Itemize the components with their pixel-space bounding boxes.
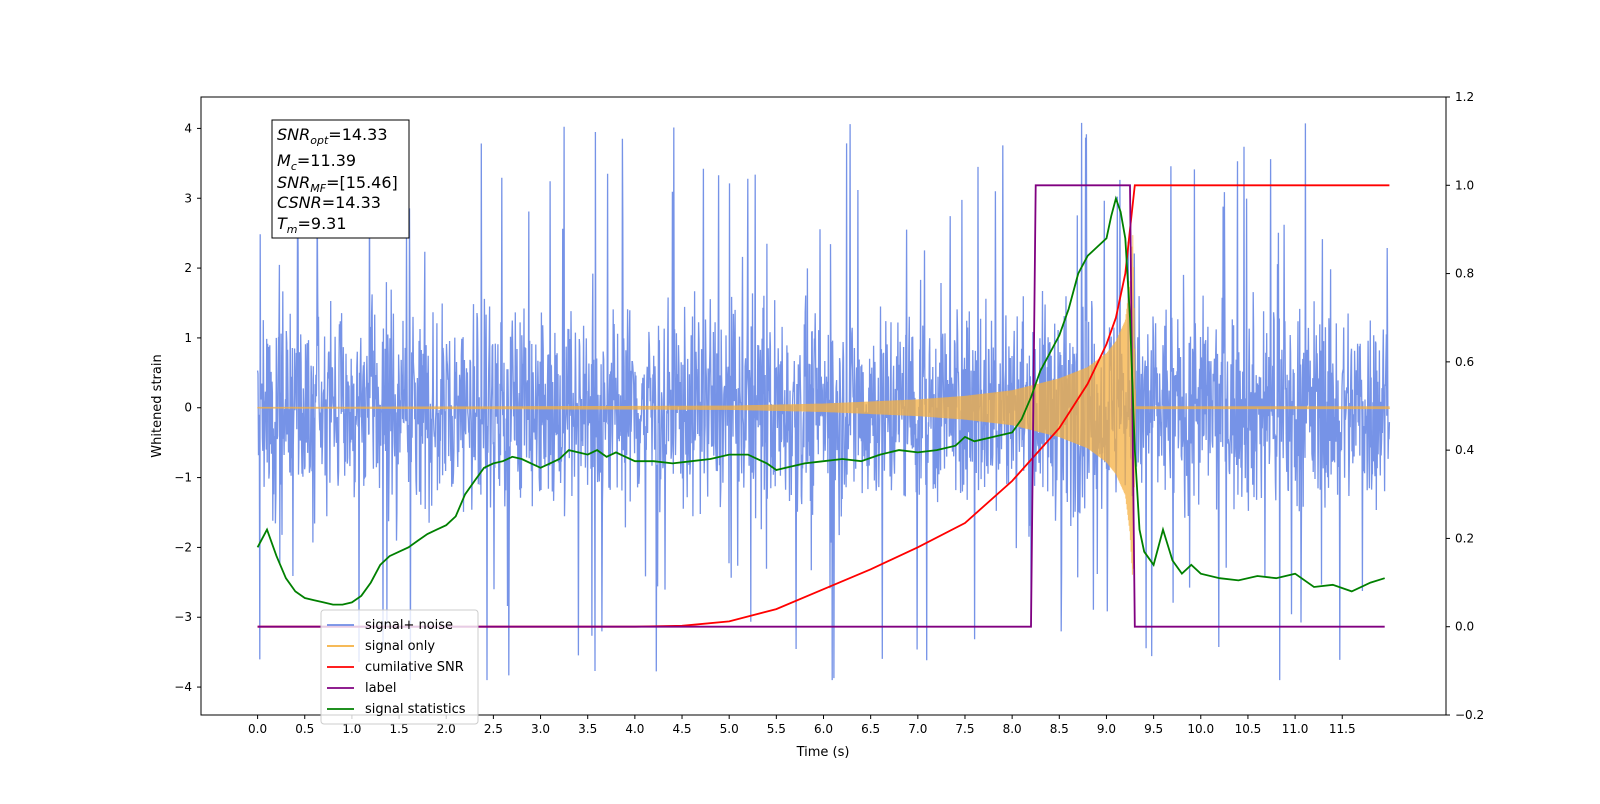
annotation-mc: Mc=11.39 <box>277 151 356 173</box>
x-tick-label: 3.5 <box>578 722 597 736</box>
x-tick-label: 8.5 <box>1050 722 1069 736</box>
series-signal-only <box>257 235 1390 575</box>
legend-label: signal statistics <box>365 702 466 717</box>
annotation-snr-opt: SNRopt=14.33 <box>277 125 388 147</box>
y2-tick-label: 0.4 <box>1455 443 1474 457</box>
legend-label: signal+ noise <box>365 618 453 633</box>
legend: signal+ noise signal only cumilative SNR la… <box>320 609 479 725</box>
signal-noise-series <box>256 122 1391 681</box>
y2-tick-label: −0.2 <box>1455 708 1484 722</box>
annotation-snr-mf: SNRMF=[15.46] <box>277 173 398 195</box>
y2-tick-label: 0.0 <box>1455 620 1474 634</box>
annotation-box: SNRopt=14.33 Mc=11.39 SNRMF=[15.46] CSNR… <box>271 119 410 239</box>
y2-tick-label: 0.6 <box>1455 355 1474 369</box>
x-tick-label: 9.0 <box>1097 722 1116 736</box>
legend-frame <box>320 609 479 725</box>
y-tick-label: −4 <box>174 680 192 694</box>
x-tick-label: 5.5 <box>767 722 786 736</box>
x-tick-label: 10.0 <box>1187 722 1214 736</box>
y-tick-label: −1 <box>174 471 192 485</box>
series-signal-statistics <box>256 195 1385 606</box>
x-tick-label: 10.5 <box>1235 722 1262 736</box>
x-tick-label: 7.5 <box>955 722 974 736</box>
right-axis-series <box>256 184 1390 628</box>
x-axis-label: Time (s) <box>796 745 850 760</box>
x-axis-ticks: 0.0 0.5 1.0 1.5 2.0 2.5 3.0 3.5 4.0 4.5 5.0 5.5 6.0 6… <box>248 715 1356 736</box>
x-tick-label: 8.0 <box>1003 722 1022 736</box>
x-tick-label: 5.0 <box>720 722 739 736</box>
annotation-csnr: CSNR=14.33 <box>277 193 381 212</box>
x-tick-label: 11.0 <box>1282 722 1309 736</box>
x-tick-label: 0.0 <box>248 722 267 736</box>
y2-tick-label: 0.2 <box>1455 531 1474 545</box>
y2-tick-label: 0.8 <box>1455 267 1474 281</box>
x-tick-label: 2.0 <box>437 722 456 736</box>
x-tick-label: 4.0 <box>625 722 644 736</box>
y2-axis-ticks: 1.2 1.0 0.8 0.6 0.4 0.2 0.0 −0.2 <box>1446 90 1484 722</box>
x-tick-label: 3.0 <box>531 722 550 736</box>
x-tick-label: 9.5 <box>1144 722 1163 736</box>
series-signal-noise <box>256 122 1391 681</box>
series-label <box>257 184 1385 628</box>
y2-tick-label: 1.2 <box>1455 90 1474 104</box>
y-tick-label: 2 <box>184 261 192 275</box>
x-tick-label: 6.0 <box>814 722 833 736</box>
legend-label: label <box>365 681 396 696</box>
x-tick-label: 2.5 <box>484 722 503 736</box>
x-tick-label: 11.5 <box>1329 722 1356 736</box>
legend-label: signal only <box>365 639 435 654</box>
x-tick-label: 1.5 <box>390 722 409 736</box>
y-tick-label: 0 <box>184 401 192 415</box>
x-tick-label: 0.5 <box>295 722 314 736</box>
legend-label: cumilative SNR <box>365 660 464 675</box>
x-tick-label: 7.0 <box>908 722 927 736</box>
y-tick-label: 1 <box>184 331 192 345</box>
y-tick-label: 4 <box>184 121 192 135</box>
signal-only-series <box>257 235 1390 575</box>
x-tick-label: 6.5 <box>861 722 880 736</box>
y-tick-label: −3 <box>174 610 192 624</box>
y-axis-label: Whitened strain <box>150 354 165 457</box>
y-tick-label: −2 <box>174 540 192 554</box>
x-tick-label: 4.5 <box>672 722 691 736</box>
y-axis-ticks: 4 3 2 1 0 −1 −2 −3 −4 <box>174 121 201 694</box>
y-tick-label: 3 <box>184 191 192 205</box>
annotation-tm: Tm=9.31 <box>277 214 347 236</box>
annotation-frame <box>271 119 410 239</box>
x-tick-label: 1.0 <box>342 722 361 736</box>
y2-tick-label: 1.0 <box>1455 178 1474 192</box>
